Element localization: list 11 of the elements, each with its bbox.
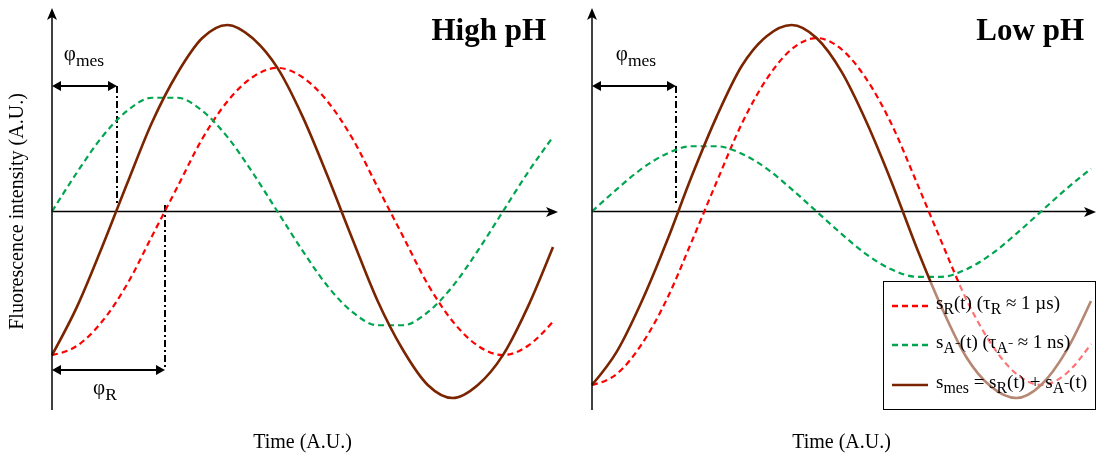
annotation: φ$_{R}$ <box>93 375 117 404</box>
x-axis-title: Time (A.U.) <box>792 430 891 453</box>
legend-label: s$_{R}$(t) (τ$_{R}$ ≈ 1 µs) <box>936 290 1061 319</box>
y-axis-title: Fluorescence intensity (A.U.) <box>5 93 29 330</box>
x-axis-title: Time (A.U.) <box>253 430 352 453</box>
legend-label: s$_{A⁻}$(t) (τ$_{A⁻}$ ≈ 1 ns) <box>936 330 1071 359</box>
chart-title: High pH <box>431 12 546 47</box>
annotation: φ$_{mes}$ <box>615 41 657 70</box>
chart-title: Low pH <box>976 12 1084 47</box>
annotation: φ$_{mes}$ <box>63 41 105 70</box>
legend-label: s$_{mes}$ = s$_{R}$(t) + s$_{A⁻}$(t) <box>936 370 1087 398</box>
